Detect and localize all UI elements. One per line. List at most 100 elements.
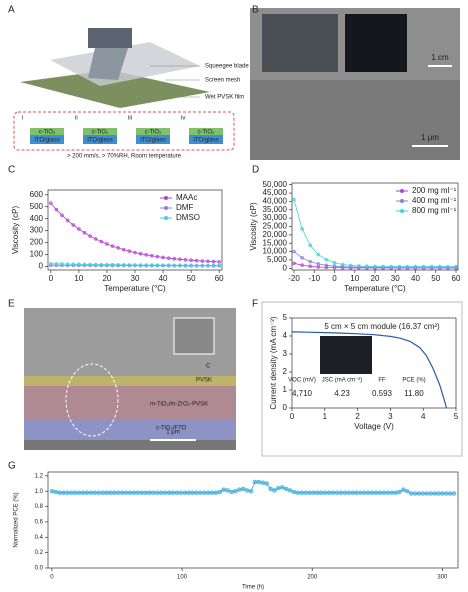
scale-label: 1 cm <box>431 53 449 62</box>
layer-box <box>189 128 223 135</box>
x-tick-label: 1 <box>323 412 328 421</box>
x-tick-label: 40 <box>411 274 420 283</box>
data-point <box>322 490 328 495</box>
data-point <box>451 491 457 496</box>
data-point <box>127 263 132 267</box>
y-tick-label: 2 <box>283 367 288 376</box>
data-point <box>123 490 129 495</box>
table-value: 4.23 <box>334 389 350 398</box>
data-point <box>183 263 188 268</box>
module-photo <box>345 14 407 72</box>
data-point <box>324 263 329 268</box>
data-point <box>334 490 340 495</box>
data-point <box>311 490 316 495</box>
data-point <box>252 479 258 485</box>
legend-marker <box>164 196 168 200</box>
data-point <box>350 490 355 495</box>
data-point <box>401 487 406 492</box>
data-point <box>319 490 324 495</box>
data-point <box>432 491 437 496</box>
data-point <box>60 213 64 218</box>
data-point <box>112 490 117 495</box>
data-point <box>138 251 143 256</box>
data-point <box>49 488 55 494</box>
data-point <box>338 490 344 495</box>
legend-label: DMF <box>176 203 193 212</box>
panel-label: E <box>8 299 15 310</box>
y-tick-label: 0.4 <box>35 535 44 541</box>
data-point <box>69 490 74 495</box>
data-point <box>54 262 59 266</box>
table-header: PCE (%) <box>402 378 425 384</box>
data-point <box>48 261 53 266</box>
fto-layer <box>24 420 236 440</box>
data-point <box>143 490 148 495</box>
data-point <box>77 262 81 267</box>
layer-label: m-TiO₂/m-ZrO₂-PVSK <box>150 402 208 408</box>
layer-box <box>30 128 64 135</box>
data-point <box>240 486 246 492</box>
data-point <box>385 490 390 495</box>
data-point <box>84 490 90 495</box>
squeegee-holder <box>88 28 132 48</box>
legend-label: MAAc <box>176 193 197 202</box>
data-point <box>57 490 62 495</box>
data-point <box>54 207 59 212</box>
data-point <box>330 490 336 495</box>
y-axis-label: Viscosity (cP) <box>11 206 20 255</box>
data-point <box>189 258 193 263</box>
layer-label: c-TiO₂/FTO <box>156 426 187 432</box>
data-point <box>437 264 442 269</box>
schematic-label: Wet PVSK film <box>205 95 244 101</box>
data-point <box>300 263 304 267</box>
data-point <box>166 256 171 261</box>
x-tick-label: 3 <box>388 412 393 421</box>
data-point <box>48 201 53 205</box>
data-point <box>326 490 332 495</box>
data-point <box>287 488 293 493</box>
data-point <box>211 263 216 268</box>
data-point <box>454 264 458 269</box>
data-point <box>144 252 149 257</box>
y-axis-label: Current density (mA cm⁻²) <box>269 316 278 409</box>
data-point <box>362 490 367 495</box>
legend-marker <box>164 206 168 210</box>
data-point <box>342 490 348 495</box>
data-point <box>65 218 70 223</box>
data-point <box>420 491 426 496</box>
x-tick-label: 2 <box>355 412 360 421</box>
legend-marker <box>400 199 404 203</box>
data-point <box>299 490 305 495</box>
data-point <box>100 490 105 495</box>
substrate <box>20 70 210 108</box>
data-point <box>429 264 434 269</box>
data-point <box>194 263 199 268</box>
data-point <box>170 490 176 495</box>
data-point <box>256 479 262 485</box>
data-point <box>104 490 109 495</box>
x-tick-label: 60 <box>452 274 461 283</box>
data-point <box>332 260 337 265</box>
data-point <box>182 490 187 495</box>
data-point <box>248 488 254 494</box>
data-point <box>88 262 92 267</box>
y-tick-label: 40,000 <box>263 197 288 206</box>
table-value: 4,710 <box>292 389 313 398</box>
series-line <box>291 331 448 409</box>
data-point <box>200 263 205 268</box>
y-tick-label: 5,000 <box>267 255 288 264</box>
data-point <box>80 490 86 495</box>
data-point <box>280 485 285 490</box>
data-point <box>303 490 308 495</box>
data-point <box>105 242 109 246</box>
x-tick-label: 200 <box>307 575 318 581</box>
data-point <box>237 487 242 492</box>
data-point <box>77 227 81 231</box>
data-point <box>206 259 210 264</box>
y-tick-label: 400 <box>30 214 44 223</box>
y-tick-label: 0.2 <box>35 550 44 556</box>
data-point <box>377 490 383 495</box>
data-point <box>447 491 453 496</box>
legend-label: 800 mg ml⁻¹ <box>412 206 457 215</box>
